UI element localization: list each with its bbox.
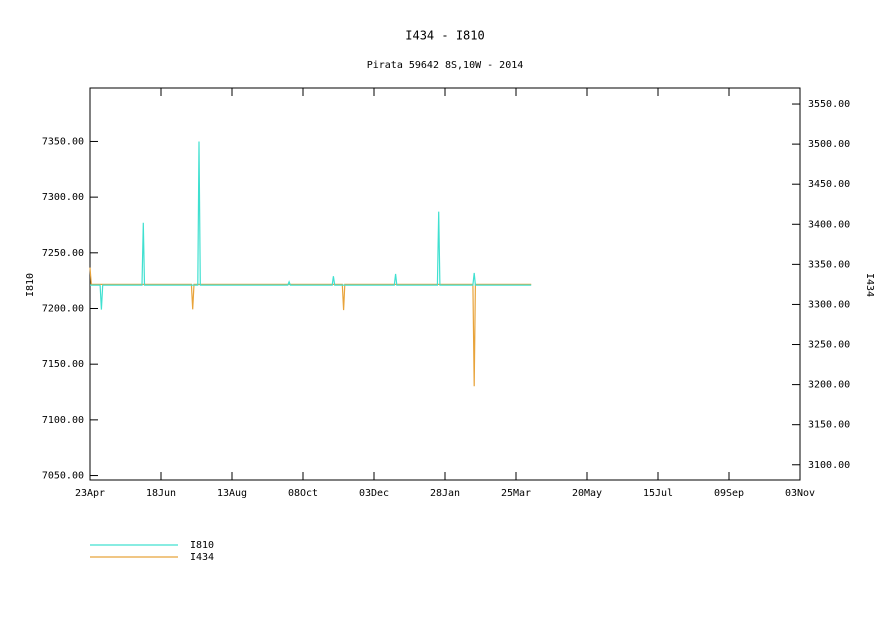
y-tick-label: 7200.00 xyxy=(42,304,84,315)
x-tick-label: 20May xyxy=(572,488,602,499)
x-tick-label: 18Jun xyxy=(146,488,176,499)
y2-tick-label: 3200.00 xyxy=(808,380,850,391)
x-tick-label: 28Jan xyxy=(430,488,460,499)
y-tick-label: 7100.00 xyxy=(42,415,84,426)
series-line xyxy=(89,267,532,387)
y2-tick-label: 3400.00 xyxy=(808,219,850,230)
series-line xyxy=(90,141,532,310)
y2-tick-label: 3550.00 xyxy=(808,99,850,110)
x-tick-label: 15Jul xyxy=(643,488,673,499)
legend-label: I810 xyxy=(190,540,214,551)
x-tick-label: 03Nov xyxy=(785,488,815,499)
y-tick-label: 7300.00 xyxy=(42,192,84,203)
y2-axis-label: I434 xyxy=(864,273,875,297)
x-tick-label: 25Mar xyxy=(501,488,531,499)
y-tick-label: 7350.00 xyxy=(42,136,84,147)
y2-tick-label: 3250.00 xyxy=(808,340,850,351)
x-tick-label: 08Oct xyxy=(288,488,318,499)
x-tick-label: 03Dec xyxy=(359,488,389,499)
x-tick-label: 13Aug xyxy=(217,488,247,499)
y-tick-label: 7150.00 xyxy=(42,359,84,370)
y-tick-label: 7050.00 xyxy=(42,471,84,482)
chart-subtitle: Pirata 59642 8S,10W - 2014 xyxy=(367,60,524,71)
y2-tick-label: 3150.00 xyxy=(808,420,850,431)
x-tick-label: 09Sep xyxy=(714,488,744,499)
y2-tick-label: 3450.00 xyxy=(808,179,850,190)
chart-title: I434 - I810 xyxy=(405,29,484,43)
y-tick-label: 7250.00 xyxy=(42,248,84,259)
y2-tick-label: 3500.00 xyxy=(808,139,850,150)
x-tick-label: 23Apr xyxy=(75,488,105,499)
y-axis-label: I810 xyxy=(25,273,36,297)
y2-tick-label: 3300.00 xyxy=(808,299,850,310)
y2-tick-label: 3100.00 xyxy=(808,460,850,471)
legend-label: I434 xyxy=(190,552,214,563)
y2-tick-label: 3350.00 xyxy=(808,259,850,270)
